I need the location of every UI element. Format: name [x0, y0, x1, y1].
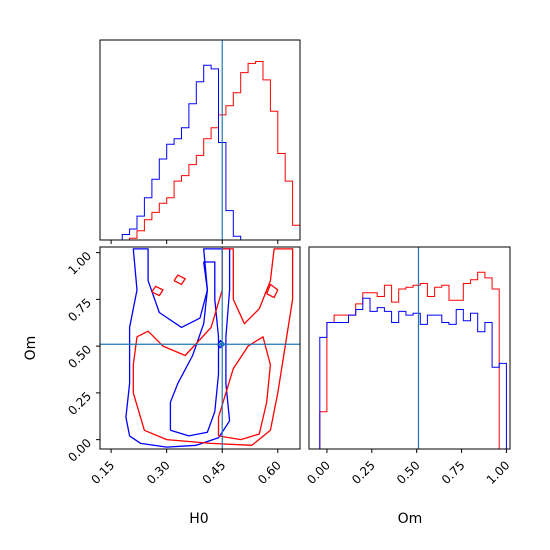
om-ytick-label: 1.00: [65, 249, 94, 278]
om-ytick-label: 0.50: [65, 342, 94, 371]
blue-contour-line: [125, 248, 231, 448]
h0-histogram-frame: [99, 39, 301, 241]
blue-om-histogram: [319, 297, 507, 449]
blue-contour-line: [169, 261, 220, 437]
h0-xtick-label: 0.60: [255, 458, 284, 487]
om-xtick-label: 0.00: [304, 458, 333, 487]
h0-xtick-label: 0.45: [200, 458, 229, 487]
red-contour-line: [151, 285, 164, 297]
om-histogram-frame: [308, 246, 511, 450]
red-contour-line: [217, 336, 272, 441]
h0-axis-label: H0: [189, 511, 208, 527]
red-om-histogram: [319, 271, 507, 449]
h0-xtick-label: 0.15: [88, 458, 117, 487]
red-contour-line: [132, 248, 294, 446]
om-xtick-label: 0.75: [439, 458, 468, 487]
red-contour-line: [173, 274, 186, 286]
om-y-axis-label: Om: [23, 336, 39, 361]
blue-h0-histogram: [100, 64, 300, 240]
red-contour-line: [266, 283, 279, 299]
h0-om-contour-panel: 0.15 0.30 0.45 0.60 0.00 0.25 0.50 0.75 1.00: [65, 246, 301, 487]
h0-histogram-panel: [99, 39, 301, 244]
om-ytick-label: 0.75: [65, 296, 94, 325]
h0-xtick-label: 0.30: [144, 458, 173, 487]
om-x-axis-label: Om: [398, 511, 423, 527]
om-ytick-label: 0.00: [65, 436, 94, 465]
red-h0-histogram: [100, 61, 300, 240]
om-ytick-label: 0.25: [65, 389, 94, 418]
om-histogram-panel: 0.00 0.25 0.50 0.75 1.00: [304, 246, 513, 487]
om-xtick-label: 0.50: [394, 458, 423, 487]
truth-marker: [219, 341, 225, 347]
om-xtick-label: 0.25: [349, 458, 378, 487]
contour-frame: [99, 246, 301, 450]
om-xtick-label: 1.00: [484, 458, 513, 487]
